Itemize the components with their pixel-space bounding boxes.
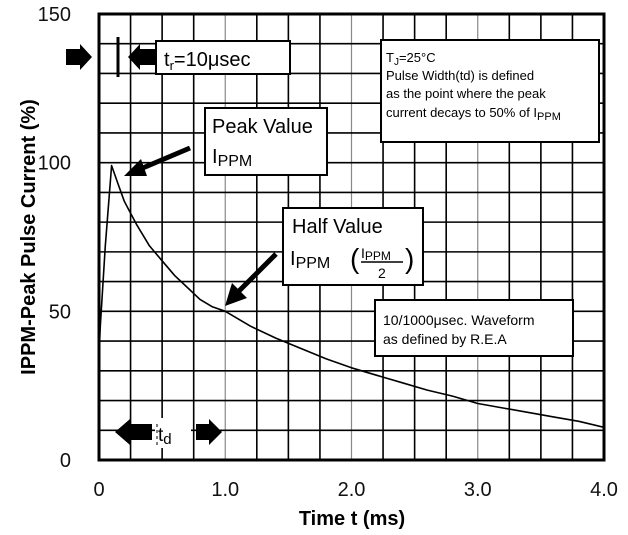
half-value-frac-den: 2 xyxy=(378,265,386,281)
arrow-left-icon xyxy=(128,44,155,70)
arrow-right-icon xyxy=(196,419,222,445)
y-tick-label: 0 xyxy=(60,450,71,472)
condition-line-2: Pulse Width(td) is defined xyxy=(386,68,534,83)
x-tick-label: 2.0 xyxy=(338,479,366,501)
y-tick-label: 50 xyxy=(49,301,71,323)
rise-time-label: tr=10μsec xyxy=(164,49,250,73)
y-axis-title: IPPM-Peak Pulse Current (%) xyxy=(18,99,40,375)
x-tick-label: 3.0 xyxy=(464,479,492,501)
peak-arrow-shaft xyxy=(137,145,191,173)
x-tick-label: 4.0 xyxy=(590,479,618,501)
half-value-annotation: Half Value IPPM ( IPPM 2 ) xyxy=(225,207,424,306)
x-tick-label: 1.0 xyxy=(211,479,239,501)
half-arrow-shaft xyxy=(234,252,278,296)
arrow-left-icon xyxy=(115,419,152,445)
td-label: td xyxy=(158,425,172,448)
condition-line-4: current decays to 50% of IPPM xyxy=(386,105,561,123)
peak-value-annotation: Peak Value IPPM xyxy=(124,107,328,176)
x-axis-title: Time t (ms) xyxy=(299,508,405,530)
arrow-pointer-icon xyxy=(225,283,247,306)
rise-time-box xyxy=(155,40,291,75)
condition-line-3: as the point where the peak xyxy=(386,86,546,101)
conditions-frame xyxy=(380,39,600,143)
arrow-pointer-icon xyxy=(124,159,147,176)
waveform-box: 10/1000μsec. Waveform as defined by R.E.… xyxy=(374,299,574,357)
half-value-frac-num: IPPM xyxy=(361,245,391,263)
half-value-box xyxy=(282,207,424,286)
waveform-line-1: 10/1000μsec. Waveform xyxy=(383,312,535,328)
half-value-paren-right: ) xyxy=(405,243,414,274)
td-label-bg xyxy=(155,418,191,448)
conditions-box: TJ=25°C Pulse Width(td) is defined as th… xyxy=(380,39,600,143)
rise-time-annotation: tr=10μsec xyxy=(66,37,291,77)
series-line-1 xyxy=(99,164,604,429)
half-value-ippm: IPPM xyxy=(290,248,330,272)
peak-value-ippm: IPPM xyxy=(212,146,252,170)
half-value-paren-left: ( xyxy=(350,243,360,274)
waveform-line-2: as defined by R.E.A xyxy=(383,331,507,347)
arrow-right-icon xyxy=(66,44,92,70)
y-tick-label: 100 xyxy=(38,153,71,175)
td-annotation: td xyxy=(115,418,222,448)
y-tick-label: 150 xyxy=(38,4,71,26)
x-tick-label: 0 xyxy=(93,479,104,501)
plot-frame xyxy=(97,12,606,462)
condition-tj: TJ=25°C xyxy=(386,50,436,68)
x-tick-labels: 0 1.0 2.0 3.0 4.0 xyxy=(93,479,617,501)
waveform-frame xyxy=(374,299,574,357)
peak-value-box xyxy=(204,107,328,176)
y-tick-labels: 0 50 100 150 xyxy=(38,4,71,472)
half-value-label: Half Value xyxy=(292,216,383,238)
peak-value-label: Peak Value xyxy=(212,116,313,138)
series-layer xyxy=(99,164,604,429)
